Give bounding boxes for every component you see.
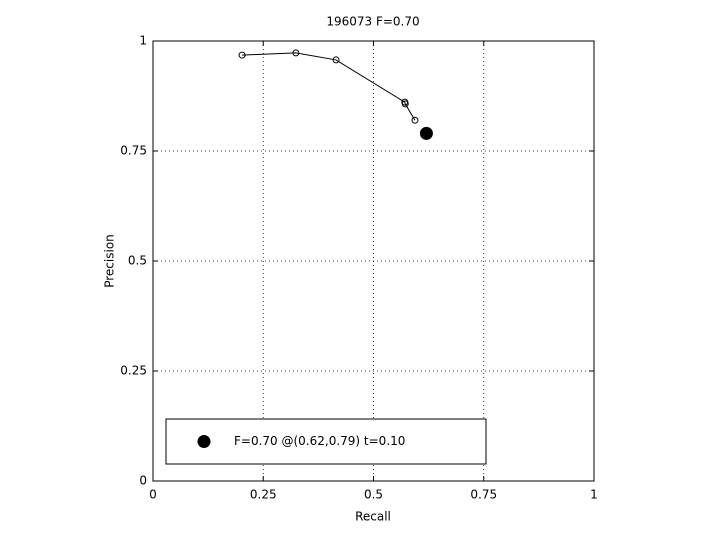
chart-title: 196073 F=0.70 xyxy=(326,15,419,29)
point xyxy=(411,116,419,124)
plot-frame xyxy=(152,40,595,482)
legend-box xyxy=(165,418,487,465)
y-tick-label: 0.5 xyxy=(128,254,147,268)
y-tick-label: 1 xyxy=(139,34,147,48)
point xyxy=(238,51,246,59)
point xyxy=(419,126,433,140)
y-tick-label: 0 xyxy=(139,474,147,488)
x-axis-label: Recall xyxy=(355,510,391,524)
point xyxy=(292,49,300,57)
x-tick-label: 0.75 xyxy=(470,488,497,502)
y-tick-label: 0.25 xyxy=(120,364,147,378)
legend-label: F=0.70 @(0.62,0.79) t=0.10 xyxy=(234,434,405,448)
point xyxy=(332,56,340,64)
y-tick-label: 0.75 xyxy=(120,144,147,158)
legend-marker xyxy=(197,435,211,448)
x-tick-label: 1 xyxy=(590,488,598,502)
y-axis-label: Precision xyxy=(103,234,117,288)
x-tick-label: 0.25 xyxy=(250,488,277,502)
x-tick-label: 0 xyxy=(149,488,157,502)
point xyxy=(401,100,409,108)
x-tick-label: 0.5 xyxy=(364,488,383,502)
